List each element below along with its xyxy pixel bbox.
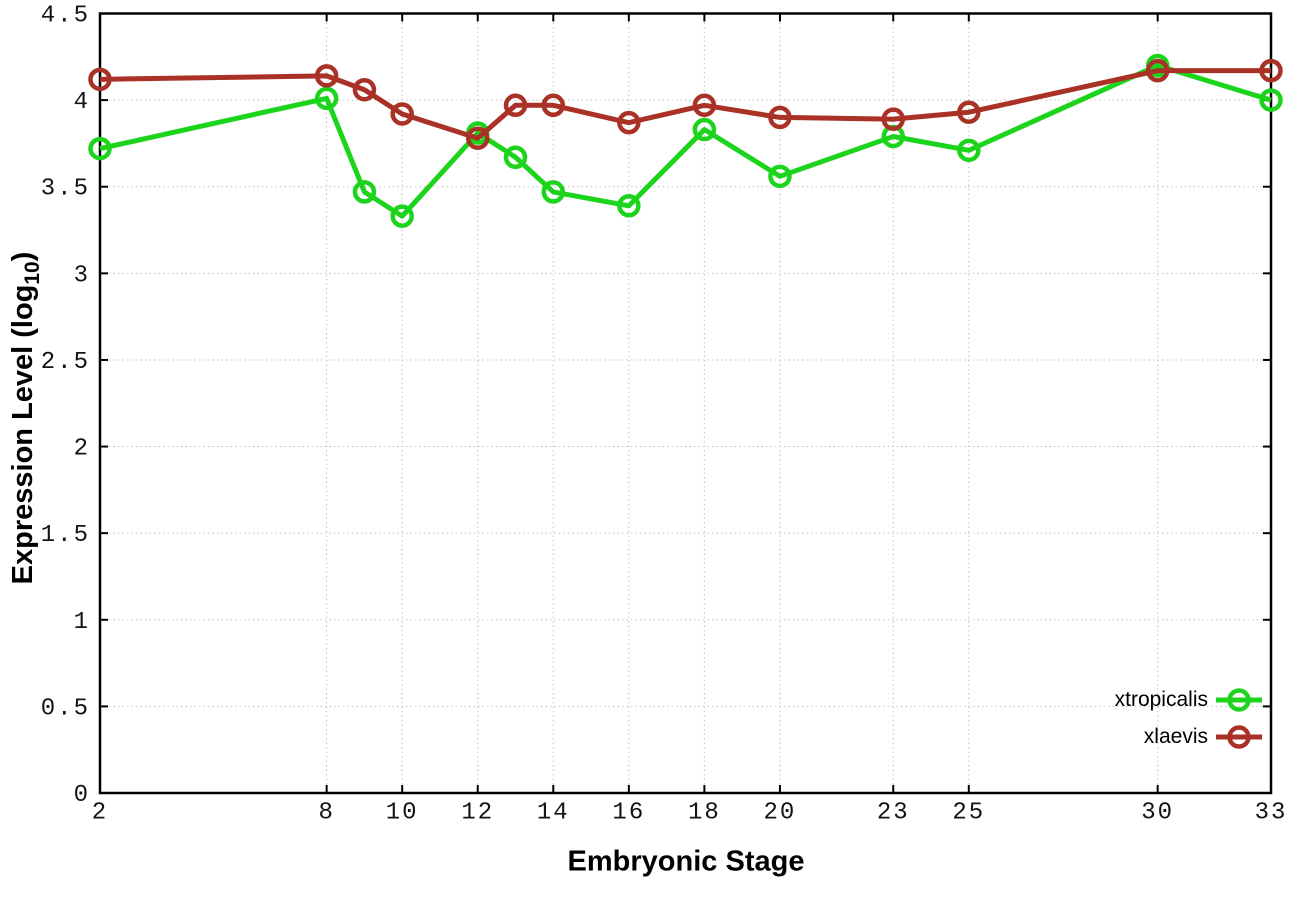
data-point-xlaevis	[88, 67, 112, 92]
data-point-xtropicalis	[88, 136, 112, 161]
y-axis-label: Expression Level (log10)	[7, 252, 45, 585]
y-tick-label: 0.5	[41, 695, 90, 722]
data-point-xtropicalis	[692, 117, 717, 142]
data-point-xtropicalis	[617, 194, 641, 218]
x-tick-label: 2	[92, 800, 108, 827]
x-tick-label: 33	[1255, 800, 1288, 827]
y-axis-label-suffix: )	[7, 251, 40, 262]
plot-border	[98, 12, 1273, 795]
y-tick-label: 3	[74, 262, 90, 289]
data-point-xlaevis	[390, 102, 414, 126]
y-tick-label: 0	[74, 782, 90, 809]
legend-marker-icon	[1216, 687, 1262, 712]
data-point-xlaevis	[692, 93, 717, 118]
legend: xtropicalis xlaevis	[1115, 681, 1262, 755]
x-tick-label: 8	[318, 800, 334, 827]
data-point-xtropicalis	[352, 180, 377, 204]
data-point-xtropicalis	[541, 180, 566, 204]
data-point-xtropicalis	[957, 138, 981, 163]
y-axis-label-text: Expression Level (log	[7, 284, 40, 585]
x-tick-label: 18	[688, 800, 721, 827]
data-point-xlaevis	[352, 77, 377, 102]
x-tick-label: 14	[537, 800, 570, 827]
data-point-xlaevis	[314, 64, 339, 88]
series-line-xtropicalis	[99, 62, 1272, 219]
data-point-xlaevis	[503, 93, 528, 118]
x-tick-label: 12	[461, 800, 494, 827]
data-point-xlaevis	[617, 110, 641, 135]
y-tick-label: 2.5	[41, 349, 90, 376]
x-tick-label: 20	[764, 800, 797, 827]
x-tick-label: 23	[877, 800, 910, 827]
data-point-xlaevis	[1145, 58, 1170, 83]
data-point-xlaevis	[541, 93, 566, 118]
y-tick-label: 4.5	[41, 3, 90, 30]
data-point-xtropicalis	[1259, 88, 1283, 112]
legend-label: xlaevis	[1143, 725, 1208, 748]
y-tick-label: 3.5	[41, 176, 90, 203]
legend-item-xlaevis: xlaevis	[1144, 718, 1262, 755]
x-tick-label: 16	[612, 800, 645, 827]
series-line-xlaevis	[99, 68, 1271, 141]
y-tick-label: 1.5	[41, 522, 90, 549]
data-point-xlaevis	[957, 100, 981, 124]
legend-marker-icon	[1216, 724, 1262, 749]
legend-item-xtropicalis: xtropicalis	[1115, 681, 1262, 718]
data-point-xlaevis	[768, 105, 792, 130]
x-axis-label: Embryonic Stage	[567, 845, 805, 878]
x-tick-label: 30	[1141, 800, 1174, 827]
y-tick-label: 2	[74, 436, 90, 463]
data-point-xlaevis	[881, 107, 906, 131]
legend-label: xtropicalis	[1114, 688, 1208, 711]
data-point-xtropicalis	[503, 145, 528, 170]
x-tick-label: 25	[952, 800, 985, 827]
data-point-xlaevis	[465, 126, 490, 150]
y-tick-label: 4	[74, 89, 90, 116]
data-point-xtropicalis	[314, 86, 339, 111]
y-axis-label-subscript: 10	[20, 261, 44, 285]
data-point-xtropicalis	[768, 164, 792, 189]
data-point-xtropicalis	[390, 204, 414, 228]
x-tick-label: 10	[386, 800, 419, 827]
y-tick-label: 1	[74, 609, 90, 636]
data-point-xlaevis	[1259, 58, 1283, 83]
